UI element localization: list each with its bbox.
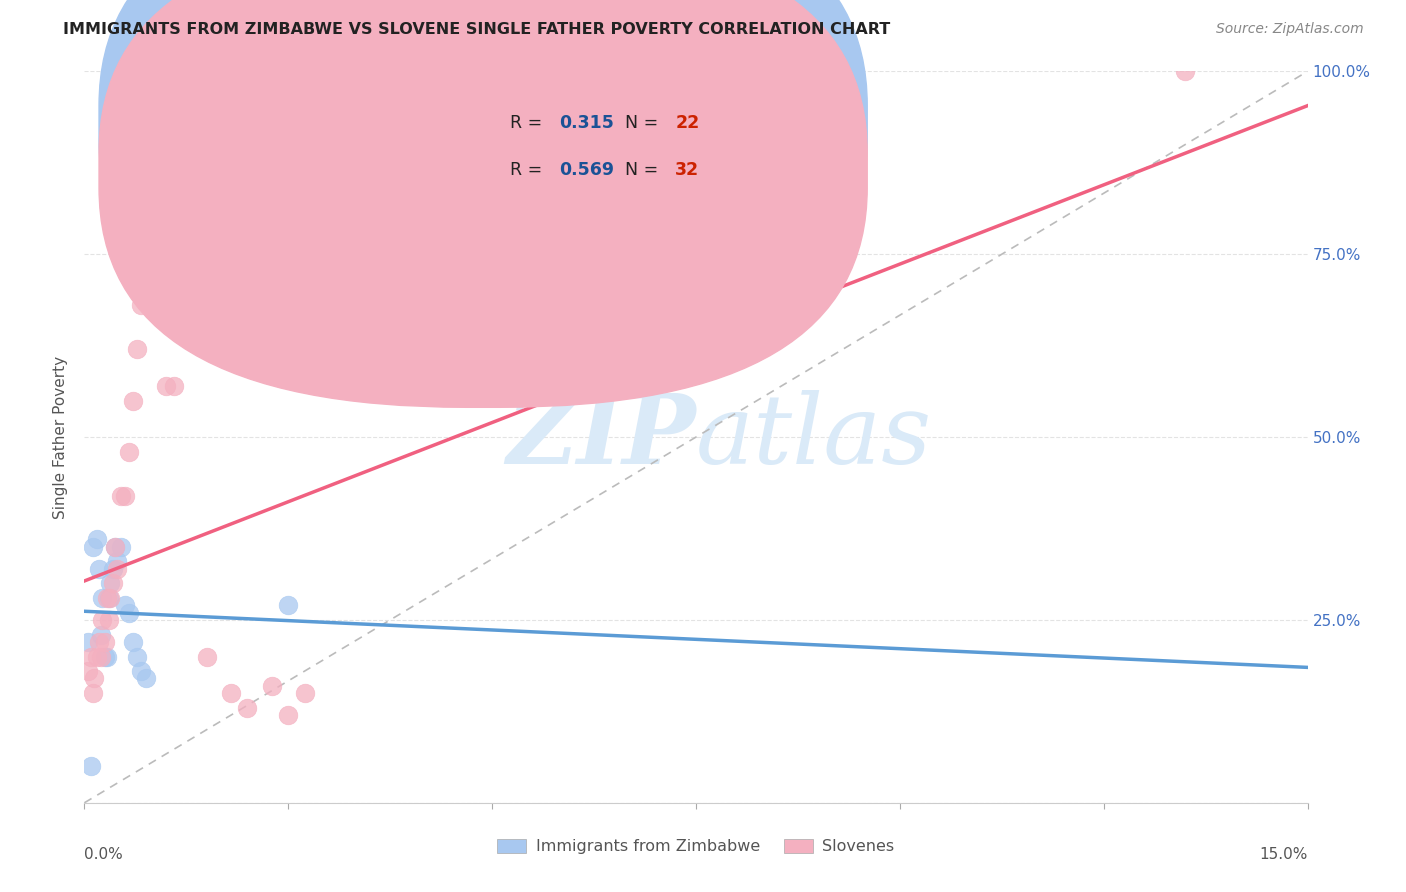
Text: N =: N = [614, 161, 664, 179]
Point [100, 591, 122, 605]
Text: IMMIGRANTS FROM ZIMBABWE VS SLOVENE SINGLE FATHER POVERTY CORRELATION CHART: IMMIGRANTS FROM ZIMBABWE VS SLOVENE SING… [63, 22, 890, 37]
Point [93, 635, 115, 649]
Point [77, 635, 100, 649]
Y-axis label: Single Father Poverty: Single Father Poverty [53, 356, 69, 518]
FancyBboxPatch shape [98, 0, 868, 408]
Point [91, 613, 114, 627]
Point [135, 672, 157, 686]
Point [114, 599, 136, 613]
Point [93, 649, 115, 664]
Point [97, 613, 120, 627]
Text: atlas: atlas [696, 390, 932, 484]
Point [118, 444, 141, 458]
Point [100, 576, 122, 591]
Text: R =: R = [510, 114, 548, 132]
Point [114, 489, 136, 503]
Point [219, 686, 242, 700]
Point [122, 393, 145, 408]
Text: ZIP: ZIP [506, 390, 696, 484]
Point [87, 562, 110, 576]
Point [122, 635, 145, 649]
Text: 32: 32 [675, 161, 699, 179]
Point [80, 759, 103, 773]
Point [104, 540, 127, 554]
Point [163, 379, 186, 393]
Point [127, 343, 149, 357]
Point [82, 686, 104, 700]
Point [131, 298, 153, 312]
Point [96, 649, 118, 664]
Text: 22: 22 [675, 114, 699, 132]
Point [277, 708, 299, 723]
Point [91, 591, 114, 605]
Point [195, 649, 218, 664]
Point [142, 225, 165, 239]
Legend: Immigrants from Zimbabwe, Slovenes: Immigrants from Zimbabwe, Slovenes [491, 832, 901, 861]
Text: 0.0%: 0.0% [84, 847, 124, 862]
Text: Source: ZipAtlas.com: Source: ZipAtlas.com [1216, 22, 1364, 37]
Point [236, 700, 259, 714]
Point [90, 649, 112, 664]
Point [277, 599, 299, 613]
Point [86, 649, 108, 664]
Point [104, 540, 127, 554]
Point [131, 664, 153, 678]
Point [105, 562, 128, 576]
Point [118, 606, 141, 620]
Point [87, 635, 110, 649]
Point [101, 562, 124, 576]
Point [86, 533, 108, 547]
Point [110, 489, 132, 503]
Point [294, 686, 316, 700]
Point [90, 627, 112, 641]
Point [260, 679, 283, 693]
Point [110, 540, 132, 554]
Point [135, 261, 157, 276]
Point [80, 649, 103, 664]
Point [127, 649, 149, 664]
Point [97, 591, 120, 605]
Point [155, 379, 177, 393]
Point [105, 554, 128, 568]
Point [82, 540, 104, 554]
Point [1174, 64, 1197, 78]
FancyBboxPatch shape [98, 0, 868, 359]
Text: R =: R = [510, 161, 548, 179]
Point [77, 664, 100, 678]
Text: N =: N = [614, 114, 664, 132]
Point [83, 672, 105, 686]
Text: 15.0%: 15.0% [1260, 847, 1308, 862]
Point [96, 591, 118, 605]
FancyBboxPatch shape [446, 90, 727, 195]
Text: 0.569: 0.569 [560, 161, 614, 179]
Text: 0.315: 0.315 [560, 114, 614, 132]
Point [101, 576, 124, 591]
